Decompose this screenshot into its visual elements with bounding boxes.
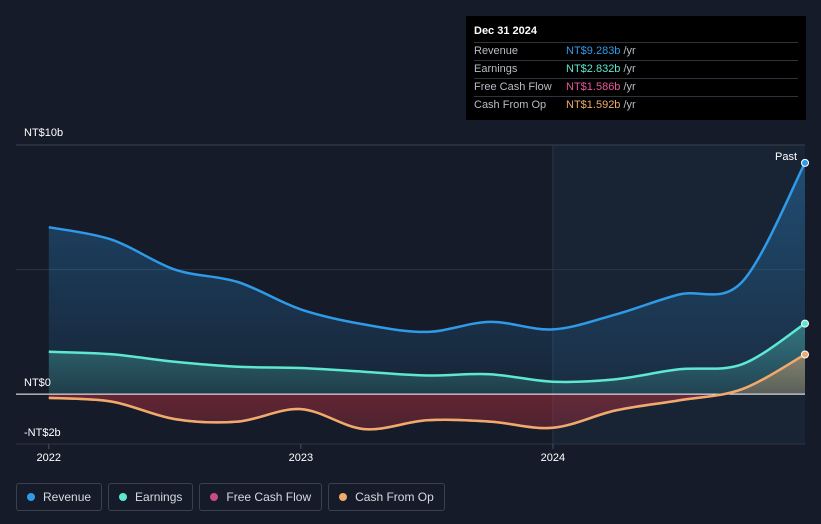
- y-label-zero: NT$0: [24, 377, 51, 389]
- x-tick-label: 2022: [37, 452, 61, 464]
- tooltip-label: Free Cash Flow: [474, 81, 552, 93]
- revenue-end-dot: [801, 158, 809, 167]
- tooltip-label: Earnings: [474, 63, 518, 75]
- tooltip-unit: /yr: [623, 63, 636, 75]
- y-label-top: NT$10b: [24, 127, 63, 139]
- tooltip-panel: Dec 31 2024 Revenue NT$9.283b /yr Earnin…: [466, 16, 806, 120]
- tooltip-row-cash-from-op: Cash From Op NT$1.592b /yr: [474, 96, 798, 114]
- tooltip-value: NT$1.586b: [566, 81, 621, 93]
- earnings-dot-icon: [119, 493, 128, 501]
- cash-from-op-dot-icon: [339, 493, 348, 501]
- revenue-dot-icon: [27, 493, 35, 501]
- tooltip-unit: /yr: [623, 45, 636, 57]
- tooltip-date: Dec 31 2024: [474, 25, 537, 37]
- legend-label: Cash From Op: [355, 490, 434, 504]
- earnings-line: [48, 322, 806, 384]
- tooltip-label: Cash From Op: [474, 99, 547, 111]
- earnings-area: [48, 323, 806, 395]
- x-tick-label: 2023: [289, 452, 313, 464]
- legend: Revenue Earnings Free Cash Flow Cash Fro…: [16, 483, 445, 511]
- legend-item-earnings[interactable]: Earnings: [108, 483, 194, 511]
- tooltip-row-earnings: Earnings NT$2.832b /yr: [474, 60, 798, 78]
- x-tick-label: 2024: [541, 452, 565, 464]
- tooltip-unit: /yr: [623, 81, 636, 93]
- legend-item-free-cash-flow[interactable]: Free Cash Flow: [199, 483, 323, 511]
- legend-label: Earnings: [135, 490, 183, 504]
- earnings-end-dot: [801, 319, 809, 328]
- cash-flow-positive-area: [723, 354, 805, 395]
- revenue-area: [48, 162, 806, 395]
- past-label: Past: [775, 151, 797, 163]
- revenue-line: [48, 162, 807, 334]
- y-label-bottom: -NT$2b: [24, 427, 61, 439]
- legend-item-cash-from-op[interactable]: Cash From Op: [328, 483, 445, 511]
- tooltip-value: NT$2.832b: [566, 63, 621, 75]
- legend-label: Free Cash Flow: [226, 490, 312, 504]
- tooltip-value: NT$9.283b: [566, 45, 621, 57]
- legend-label: Revenue: [43, 490, 92, 504]
- tooltip-row-free-cash-flow: Free Cash Flow NT$1.586b /yr: [474, 78, 798, 96]
- tooltip-row-revenue: Revenue NT$9.283b /yr: [474, 42, 798, 60]
- free-cash-flow-dot-icon: [210, 493, 219, 501]
- tooltip-value: NT$1.592b: [566, 99, 621, 111]
- legend-item-revenue[interactable]: Revenue: [16, 483, 103, 511]
- tooltip-label: Revenue: [474, 45, 519, 57]
- cash-from-op-line: [48, 353, 806, 431]
- tooltip-unit: /yr: [623, 99, 636, 111]
- cash-from-op-end-dot: [801, 350, 809, 359]
